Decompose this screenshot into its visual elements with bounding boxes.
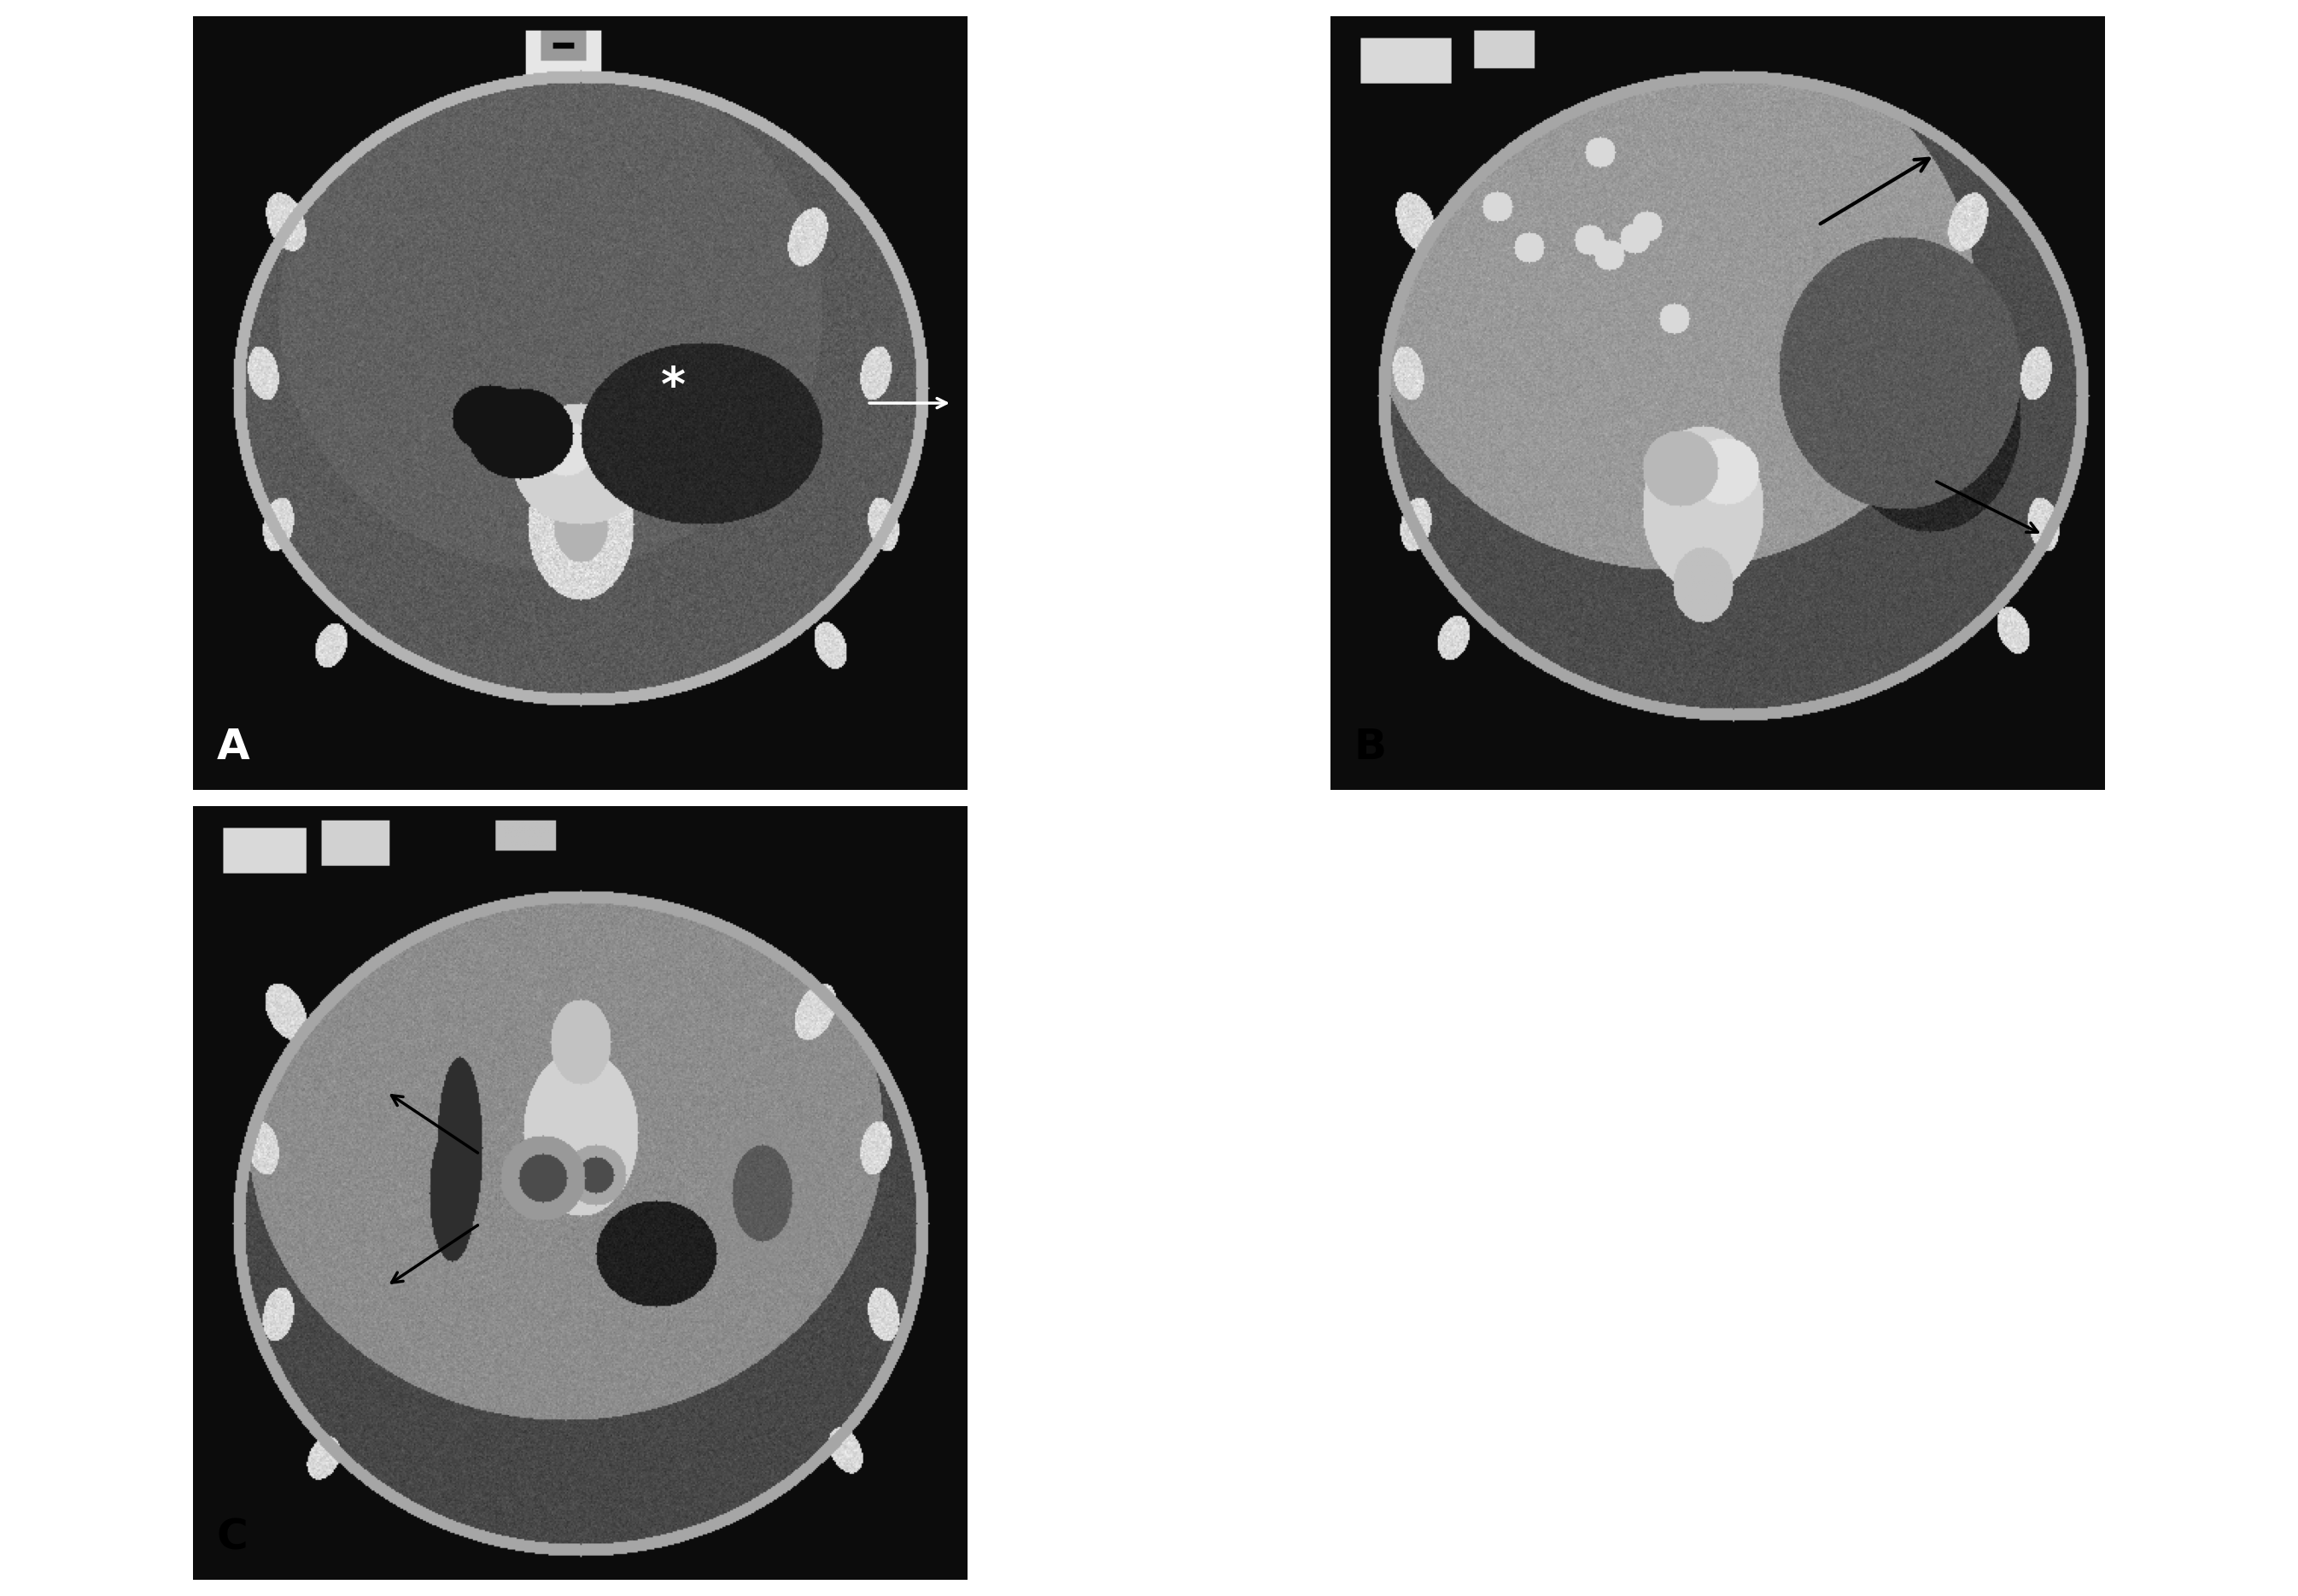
Text: *: * (662, 364, 685, 410)
Text: C: C (216, 1516, 248, 1558)
Text: B: B (1354, 726, 1386, 768)
Text: A: A (216, 726, 250, 768)
